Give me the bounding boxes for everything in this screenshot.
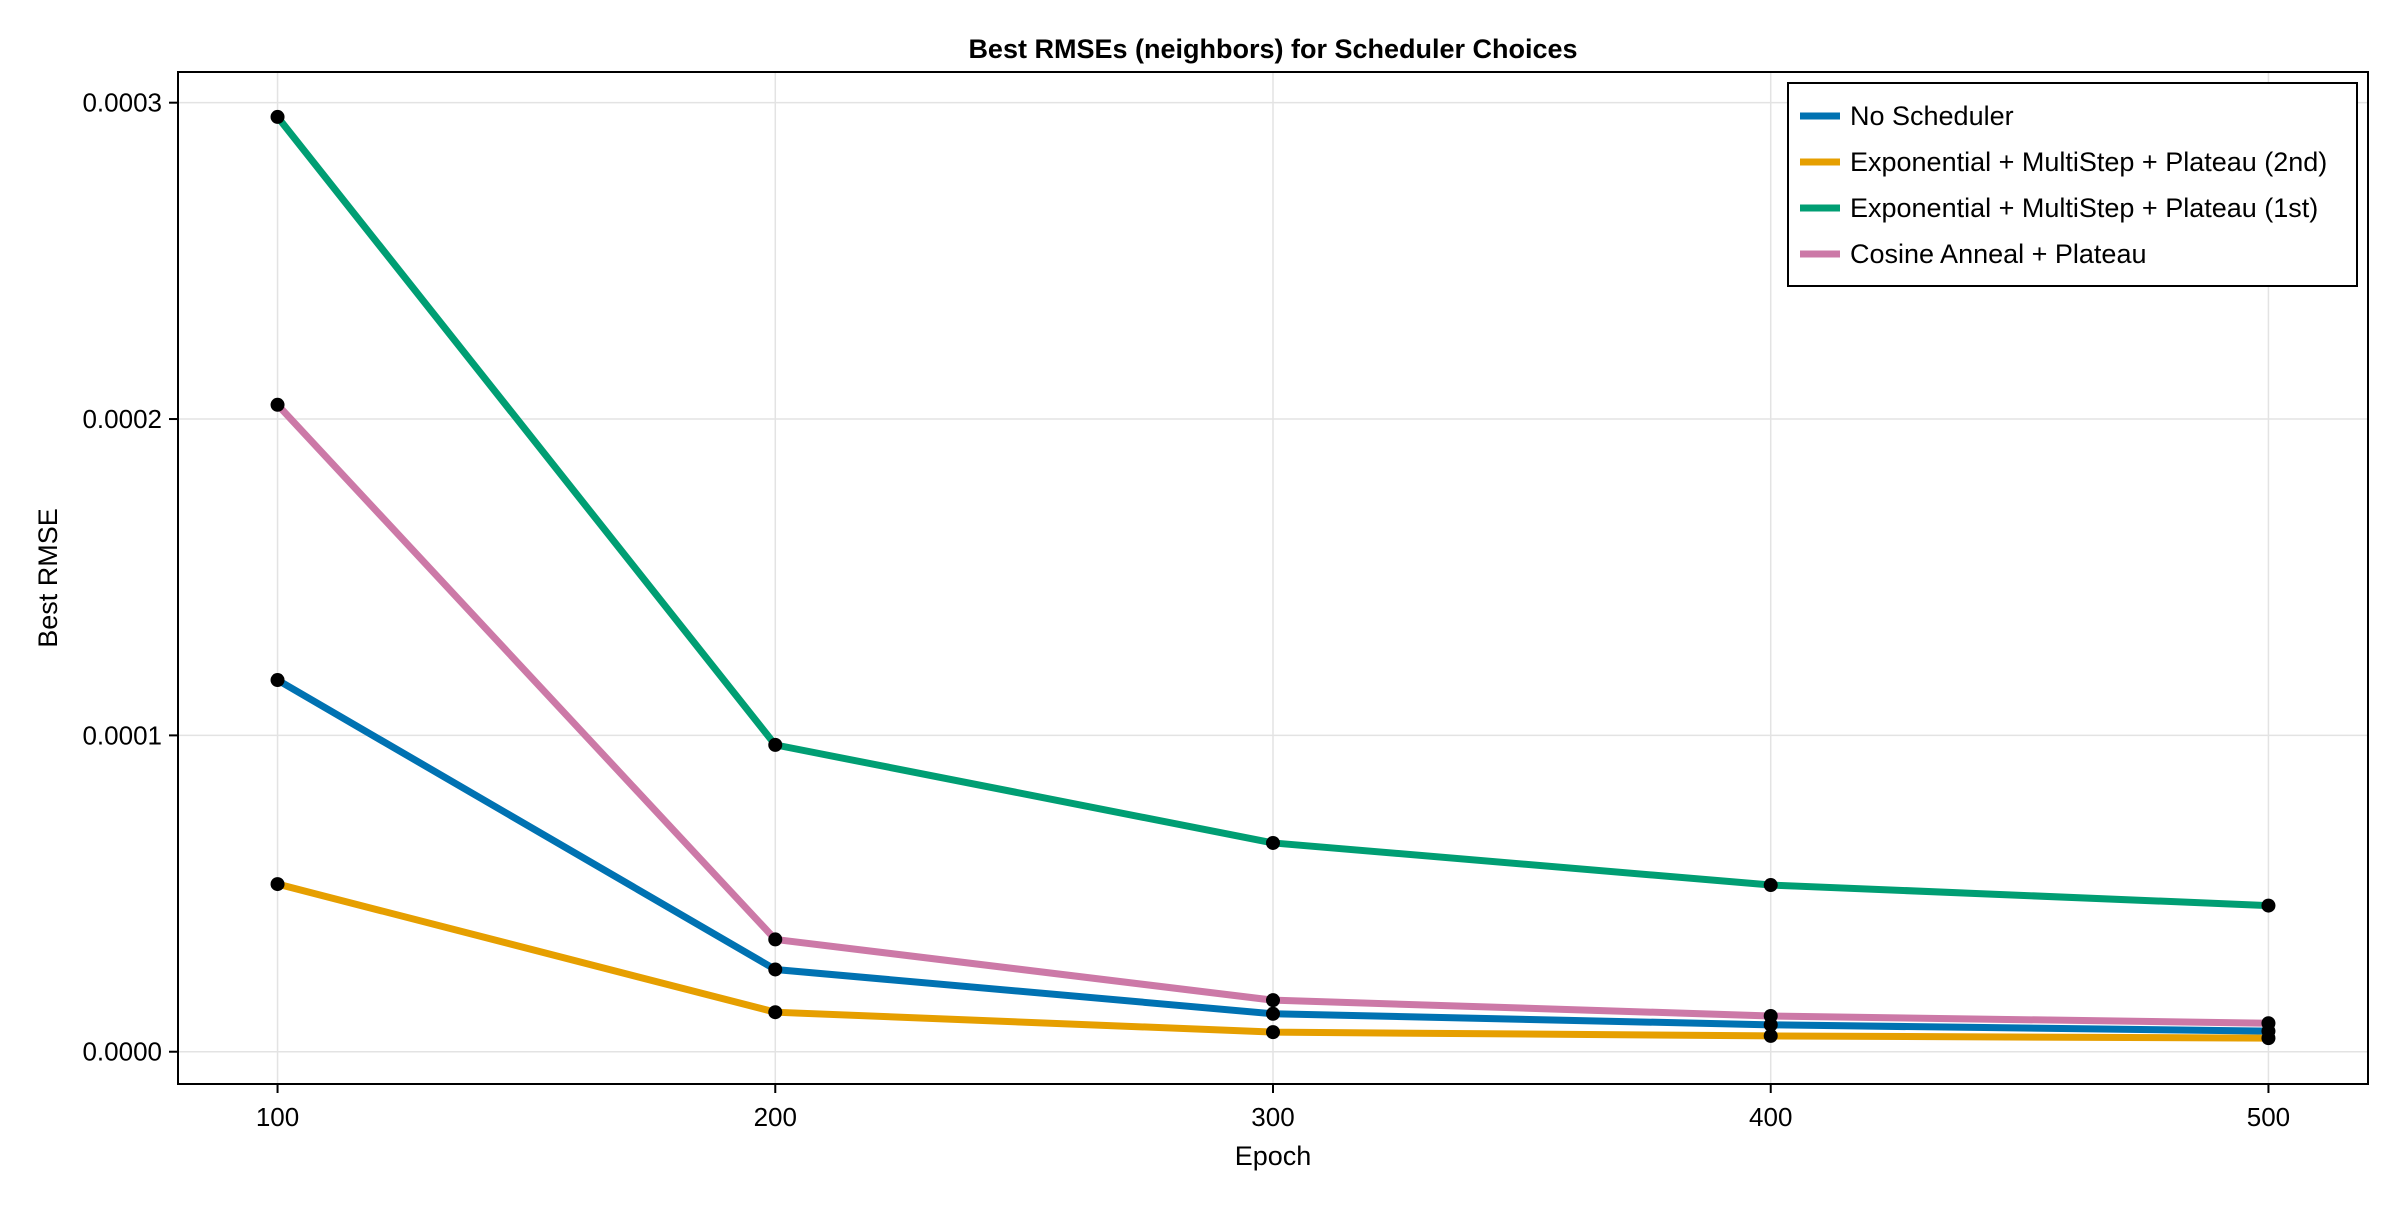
data-point-exponential-multistep-plateau-2nd bbox=[2261, 1031, 2275, 1045]
data-point-cosine-anneal-plateau bbox=[2261, 1016, 2275, 1030]
data-point-exponential-multistep-plateau-1st bbox=[1266, 836, 1280, 850]
x-tick-label: 300 bbox=[1251, 1102, 1294, 1132]
legend-label-exponential-multistep-plateau-2nd: Exponential + MultiStep + Plateau (2nd) bbox=[1850, 147, 2327, 177]
x-axis-label: Epoch bbox=[1235, 1141, 1312, 1171]
x-tick-label: 400 bbox=[1749, 1102, 1792, 1132]
data-point-exponential-multistep-plateau-2nd bbox=[1764, 1029, 1778, 1043]
legend: No Scheduler Exponential + MultiStep + Pl… bbox=[1788, 83, 2357, 286]
data-point-exponential-multistep-plateau-1st bbox=[2261, 899, 2275, 913]
data-point-cosine-anneal-plateau bbox=[271, 398, 285, 412]
data-point-cosine-anneal-plateau bbox=[1266, 993, 1280, 1007]
legend-label-no-scheduler: No Scheduler bbox=[1850, 101, 2014, 131]
x-tick-label: 100 bbox=[256, 1102, 299, 1132]
y-tick-label: 0.0001 bbox=[82, 720, 162, 750]
y-tick-label: 0.0000 bbox=[82, 1037, 162, 1067]
y-tick-label: 0.0002 bbox=[82, 404, 162, 434]
data-point-exponential-multistep-plateau-2nd bbox=[768, 1005, 782, 1019]
data-point-exponential-multistep-plateau-2nd bbox=[1266, 1025, 1280, 1039]
data-point-cosine-anneal-plateau bbox=[768, 932, 782, 946]
y-axis-label: Best RMSE bbox=[33, 508, 63, 648]
legend-label-cosine-anneal-plateau: Cosine Anneal + Plateau bbox=[1850, 239, 2146, 269]
data-point-no-scheduler bbox=[1266, 1007, 1280, 1021]
data-point-no-scheduler bbox=[271, 673, 285, 687]
data-point-cosine-anneal-plateau bbox=[1764, 1009, 1778, 1023]
x-tick-label: 500 bbox=[2247, 1102, 2290, 1132]
y-tick-label: 0.0003 bbox=[82, 88, 162, 118]
chart-title: Best RMSEs (neighbors) for Scheduler Cho… bbox=[968, 34, 1577, 64]
data-point-exponential-multistep-plateau-1st bbox=[1764, 878, 1778, 892]
x-tick-label: 200 bbox=[754, 1102, 797, 1132]
data-point-exponential-multistep-plateau-2nd bbox=[271, 877, 285, 891]
data-point-exponential-multistep-plateau-1st bbox=[768, 738, 782, 752]
data-point-exponential-multistep-plateau-1st bbox=[271, 110, 285, 124]
data-point-no-scheduler bbox=[768, 962, 782, 976]
legend-label-exponential-multistep-plateau-1st: Exponential + MultiStep + Plateau (1st) bbox=[1850, 193, 2318, 223]
